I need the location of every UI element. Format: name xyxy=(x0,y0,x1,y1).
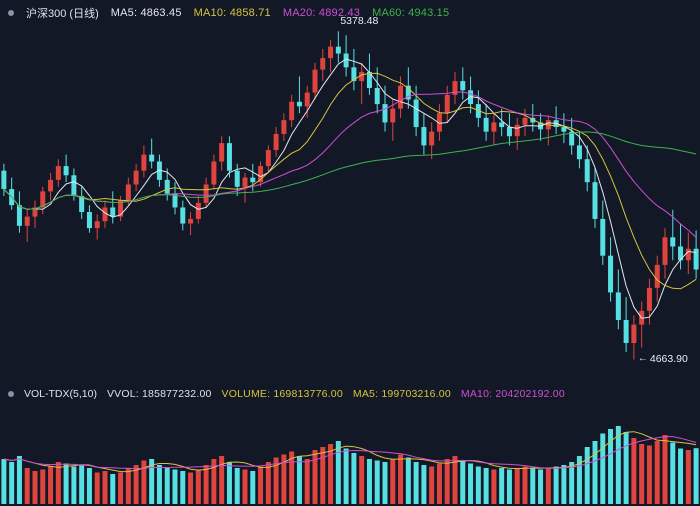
ma60-legend: MA60: 4943.15 xyxy=(372,7,450,19)
ma5-legend: MA5: 4863.45 xyxy=(110,7,182,19)
ma60-line xyxy=(3,131,697,210)
indicator-dot-icon xyxy=(8,391,14,397)
high-price-label: 5378.48 xyxy=(340,15,378,27)
grid-lines xyxy=(0,49,700,315)
volume-indicator-title[interactable]: VOL-TDX(5,10) xyxy=(24,388,97,400)
low-price-label: ← 4663.90 xyxy=(638,353,688,365)
instrument-title[interactable]: 沪深300 (日线) xyxy=(26,8,99,20)
volume-legend: VOL-TDX(5,10) VVOL: 185877232.00 VOLUME:… xyxy=(8,388,565,400)
vvol-legend: VVOL: 185877232.00 xyxy=(106,388,212,400)
volume-bars-layer xyxy=(1,426,699,504)
vol-ma5-line xyxy=(3,431,697,473)
ma20-line xyxy=(3,91,697,238)
instrument-dot-icon xyxy=(8,10,14,16)
ma5-line xyxy=(3,58,697,319)
candles-layer xyxy=(1,31,699,360)
volume-chart[interactable] xyxy=(0,402,700,506)
ma10-line xyxy=(3,72,697,290)
main-legend: 沪深300 (日线) MA5: 4863.45 MA10: 4858.71 MA… xyxy=(8,5,449,21)
ma20-legend: MA20: 4892.43 xyxy=(282,7,361,19)
low-price-text: 4663.90 xyxy=(649,352,688,365)
vol-ma10-legend: MA10: 204202192.00 xyxy=(460,388,565,400)
ma10-legend: MA10: 4858.71 xyxy=(193,7,271,19)
volume-value-legend: VOLUME: 169813776.00 xyxy=(221,388,343,400)
vol-ma10-line xyxy=(3,435,697,470)
vol-ma5-legend: MA5: 199703216.00 xyxy=(352,388,451,400)
candlestick-chart[interactable] xyxy=(0,0,700,385)
left-arrow-icon: ← xyxy=(637,352,648,364)
high-price-text: 5378.48 xyxy=(340,15,379,28)
